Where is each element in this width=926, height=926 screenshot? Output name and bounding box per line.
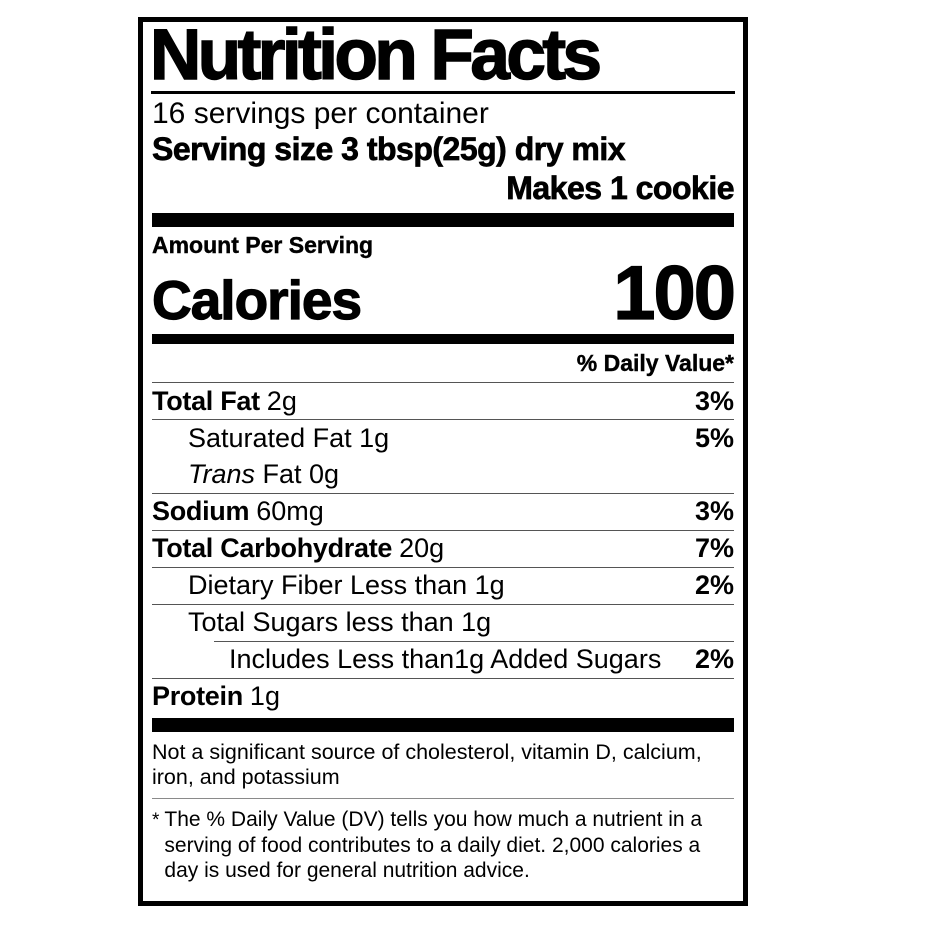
footnote-text: The % Daily Value (DV) tells you how muc… [164,808,703,883]
daily-value: 7% [694,533,734,564]
row-protein: Protein 1g [152,679,734,715]
calories-row: Calories 100 [151,251,737,337]
serving-size-row: Serving size 3 tbsp(25g) dry mix [152,130,734,169]
nutrient-name: Dietary Fiber Less than 1g [188,570,505,601]
hairline-divider [152,677,734,679]
row-total-fat: Total Fat 2g 3% [152,383,734,419]
calories-value: 100 [613,251,737,337]
hairline-divider [152,529,734,531]
row-sodium: Sodium 60mg 3% [152,494,734,530]
row-trans-fat: Trans Fat 0g [152,457,734,493]
daily-value: 3% [694,385,734,416]
nutrient-name: Fat 0g [262,459,340,489]
nutrient-amount: 60mg [256,496,324,527]
not-significant-note: Not a significant source of cholesterol,… [152,739,702,789]
daily-value: 2% [694,570,734,601]
hairline-divider [152,382,734,384]
daily-value: 3% [694,496,734,527]
hairline-divider-indented [214,640,734,642]
medium-divider [152,334,734,345]
row-added-sugars: Includes Less than1g Added Sugars 2% [152,642,734,678]
nutrient-name: Total Carbohydrate [152,533,393,564]
serving-note: Makes 1 cookie [506,169,735,207]
nutrient-name: Total Sugars less than 1g [188,607,492,638]
row-total-sugars: Total Sugars less than 1g [152,605,734,641]
serving-size-label: Serving size [152,130,334,168]
footnote: * The % Daily Value (DV) tells you how m… [152,799,734,884]
row-dietary-fiber: Dietary Fiber Less than 1g 2% [152,568,734,604]
nutrient-name: Protein [152,681,243,712]
row-saturated-fat: Saturated Fat 1g 5% [152,420,734,456]
row-total-carbohydrate: Total Carbohydrate 20g 7% [152,531,734,567]
footnote-asterisk: * [152,810,160,832]
serving-size-value: 3 tbsp(25g) dry mix [341,130,626,168]
nutrient-name-italic: Trans [188,459,256,489]
hairline-divider [152,419,734,421]
nutrient-name: Total Fat [152,385,260,416]
nutrient-name: Includes Less than1g Added Sugars [229,644,662,675]
calories-label: Calories [151,269,362,332]
hairline-divider [152,566,734,568]
daily-value: 5% [694,422,734,453]
nutrient-amount: 2g [266,385,297,416]
title-divider [151,90,735,94]
amount-per-serving-label: Amount Per Serving [152,231,374,258]
nutrient-amount: 20g [399,533,445,564]
nutrient-name: Sodium [152,496,250,527]
hairline-divider [152,798,734,800]
hairline-divider [152,603,734,605]
nutrient-amount: 1g [249,681,280,712]
nutrition-facts-label: Nutrition Facts 16 servings per containe… [138,17,748,906]
nutrient-name: Saturated Fat 1g [188,422,390,453]
hairline-divider [152,492,734,494]
daily-value-header: % Daily Value* [576,350,735,377]
daily-value: 2% [694,644,734,675]
servings-per-container: 16 servings per container [152,96,489,130]
thick-divider-bottom [152,717,734,732]
thick-divider-top [152,212,734,227]
label-title: Nutrition Facts [149,17,602,95]
